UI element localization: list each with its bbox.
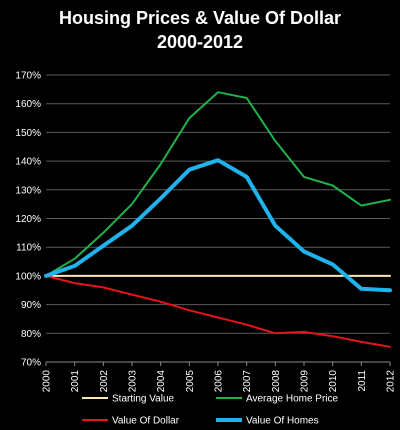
legend-label: Average Home Price xyxy=(246,394,339,405)
series-line-average-home-price xyxy=(45,91,391,277)
legend-label: Starting Value xyxy=(112,394,175,405)
x-tick-label: 2012 xyxy=(386,370,397,393)
legend-label: Value Of Dollar xyxy=(112,416,180,427)
y-tick-label: 160% xyxy=(15,99,41,110)
y-tick-label: 170% xyxy=(15,71,41,82)
x-tick-label: 2011 xyxy=(357,370,368,392)
x-tick-label: 2006 xyxy=(214,370,225,393)
y-tick-label: 140% xyxy=(15,157,41,168)
chart-title: Housing Prices & Value Of Dollar xyxy=(59,8,341,28)
y-tick-label: 150% xyxy=(15,128,41,139)
gridlines xyxy=(46,74,390,363)
x-tick-label: 2010 xyxy=(328,370,339,393)
x-tick-label: 2008 xyxy=(271,370,282,393)
series-line-value-of-dollar xyxy=(45,274,391,348)
x-tick-label: 2001 xyxy=(70,370,81,393)
y-tick-label: 80% xyxy=(21,329,41,340)
x-tick-label: 2002 xyxy=(99,370,110,393)
x-tick-label: 2000 xyxy=(42,370,53,393)
series-lines xyxy=(44,91,392,348)
x-tick-label: 2003 xyxy=(128,370,139,393)
legend-label: Value Of Homes xyxy=(246,416,319,427)
series-line-value-of-homes xyxy=(44,158,392,293)
x-tick-label: 2004 xyxy=(156,370,167,393)
y-tick-label: 70% xyxy=(21,358,41,369)
y-tick-label: 130% xyxy=(15,185,41,196)
y-tick-label: 90% xyxy=(21,300,41,311)
chart-subtitle: 2000-2012 xyxy=(157,32,243,52)
y-tick-label: 120% xyxy=(15,214,41,225)
x-tick-label: 2009 xyxy=(300,370,311,393)
x-tick-label: 2005 xyxy=(185,370,196,393)
x-axis-ticks: 2000 2001 2002 2003 2004 2005 2006 2007 2008 2009… xyxy=(42,362,397,392)
legend: Starting Value Average Home Price Value Of… xyxy=(82,394,339,427)
x-tick-label: 2007 xyxy=(242,370,253,393)
y-tick-label: 100% xyxy=(15,271,41,282)
y-axis-ticks: 70% 80% 90% 100% 110% 120% 130% 140% 150% 160% 170… xyxy=(15,71,41,369)
y-tick-label: 110% xyxy=(16,243,41,254)
